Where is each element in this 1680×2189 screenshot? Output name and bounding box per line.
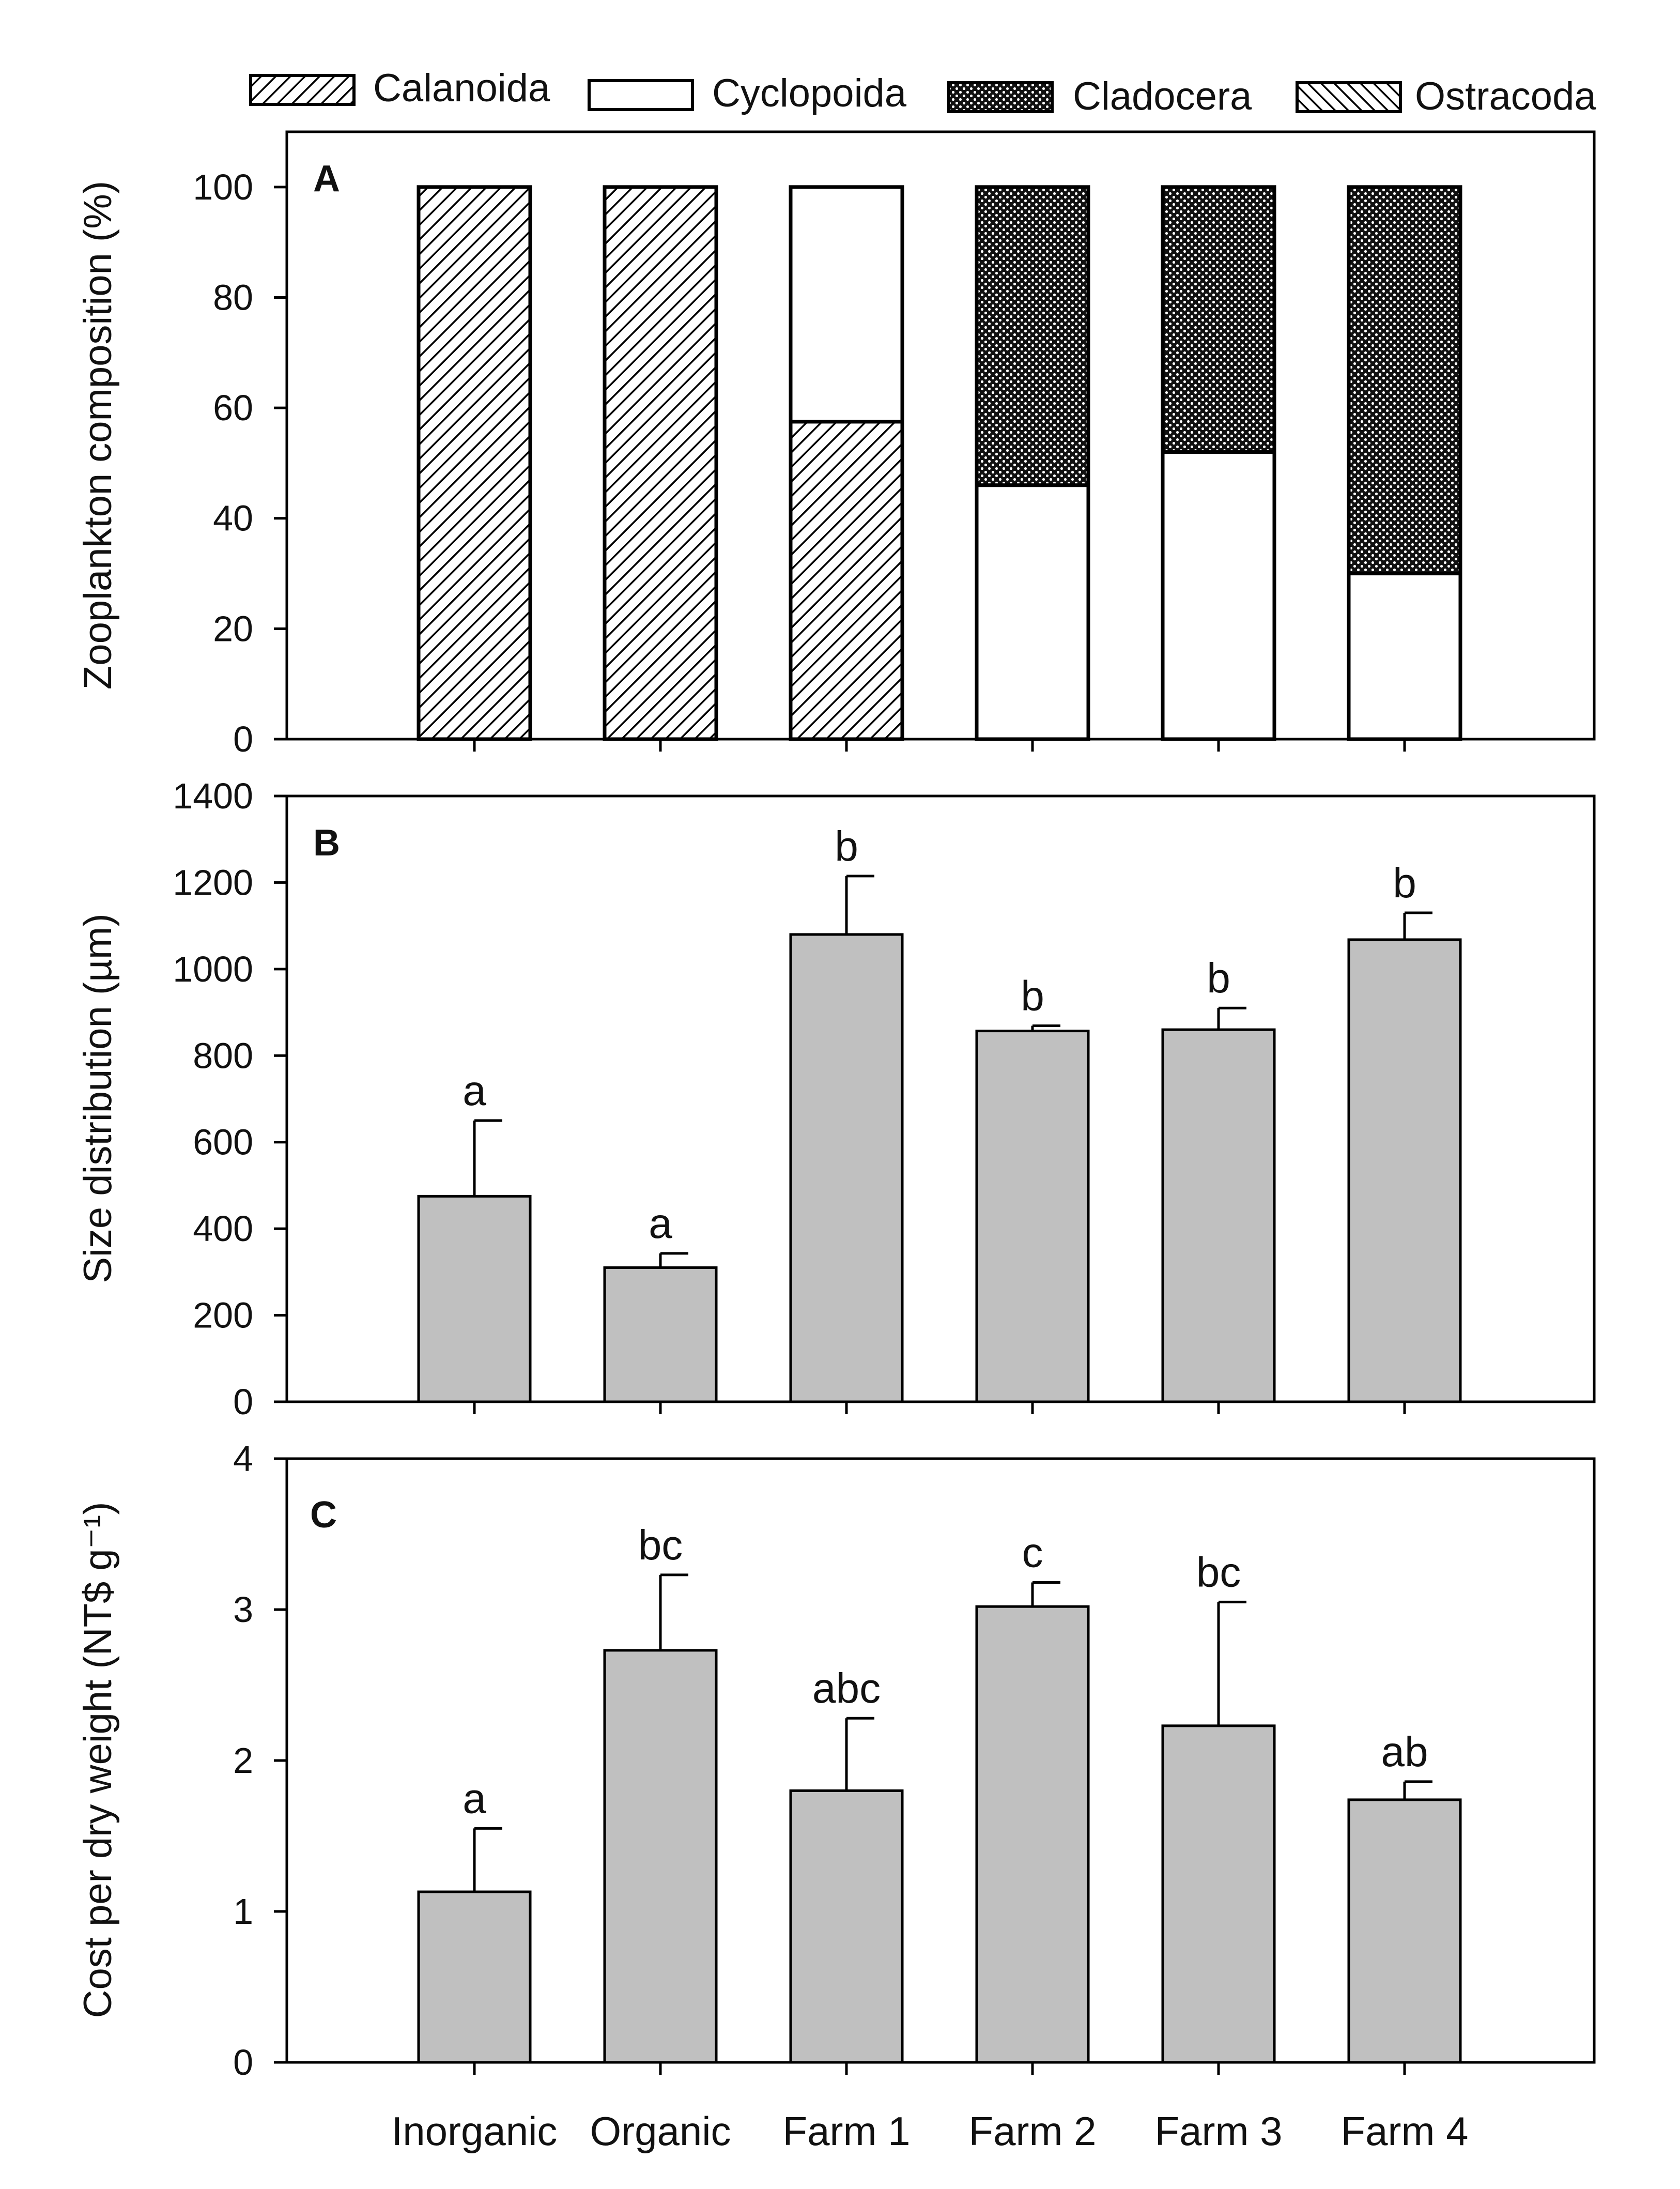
panel-a-ytick-label: 20 <box>213 608 253 649</box>
category-label-farm-1: Farm 1 <box>782 2108 910 2154</box>
legend: Calanoida Cyclopoida Cladocera Ostracoda <box>249 66 1596 118</box>
panel-a-ytick-label: 40 <box>213 498 253 539</box>
panel-b-bars: a a b b b b <box>417 823 1462 1403</box>
panel-b-ylabel: Size distribution (µm) <box>76 913 120 1283</box>
category-label-organic: Organic <box>590 2108 731 2154</box>
panel-b-ytick-label: 1400 <box>173 776 253 816</box>
bar-farm-1 <box>789 1789 904 2064</box>
sig-label-farm-1: b <box>835 823 858 870</box>
panel-c-ytick-label: 2 <box>233 1740 253 1781</box>
panel-a-ytick-label: 0 <box>233 719 253 759</box>
sig-label-farm-2: c <box>1022 1529 1043 1576</box>
panel-a-ytick-label: 100 <box>193 167 253 207</box>
bar-farm-4 <box>1347 1798 1462 2064</box>
panel-b: B Size distribution (µm) 0 200 400 600 800 10… <box>76 776 1596 1422</box>
bar-calanoida-organic <box>603 185 718 741</box>
category-labels: Inorganic Organic Farm 1 Farm 2 Farm 3 Farm 4 <box>392 2108 1469 2154</box>
legend-swatch-cladocera <box>947 81 1054 113</box>
bar-farm-2 <box>975 1030 1090 1403</box>
legend-swatch-ostracoda <box>1296 81 1402 113</box>
bar-farm-3 <box>1161 1724 1276 2064</box>
legend-label-cladocera: Cladocera <box>1073 74 1252 118</box>
legend-item-cyclopoida: Cyclopoida <box>588 71 907 115</box>
panel-c-ytick-label: 4 <box>233 1438 253 1479</box>
panel-a-ytick-label: 80 <box>213 277 253 317</box>
panel-a-bars <box>417 185 1462 741</box>
bar-farm-4 <box>1347 938 1462 1403</box>
bar-organic <box>603 1266 718 1403</box>
sig-label-inorganic: a <box>463 1775 486 1822</box>
legend-label-calanoida: Calanoida <box>373 66 550 110</box>
legend-item-ostracoda: Ostracoda <box>1296 74 1596 118</box>
panel-c-x-ticks <box>473 2062 1406 2075</box>
panel-a-ylabel: Zooplankton composition (%) <box>76 181 120 690</box>
bar-inorganic <box>417 1890 532 2064</box>
category-label-farm-2: Farm 2 <box>968 2108 1096 2154</box>
sig-label-farm-2: b <box>1021 973 1044 1020</box>
bar-cladocera-farm-3 <box>1161 185 1276 454</box>
sig-label-farm-3: bc <box>1196 1549 1241 1596</box>
bar-calanoida-farm-1 <box>789 420 904 741</box>
panel-c-ytick-label: 1 <box>233 1891 253 1932</box>
bar-cyclopoida-farm-1 <box>789 185 904 424</box>
panel-b-ytick-label: 0 <box>233 1382 253 1422</box>
bar-cyclopoida-farm-4 <box>1347 572 1462 741</box>
bar-farm-1 <box>789 933 904 1403</box>
panel-a-y-ticks: 0 20 40 60 80 100 <box>193 167 287 759</box>
panel-b-x-ticks <box>473 1402 1406 1414</box>
sig-label-organic: bc <box>638 1522 683 1569</box>
panel-a-frame <box>285 130 1596 741</box>
bar-cyclopoida-farm-2 <box>975 483 1090 741</box>
category-label-farm-3: Farm 3 <box>1154 2108 1282 2154</box>
legend-swatch-cyclopoida <box>588 79 694 111</box>
panel-a: A Zooplankton composition (%) 0 20 40 60 80 1… <box>76 130 1596 759</box>
panel-b-ytick-label: 400 <box>193 1208 253 1249</box>
panel-c-ytick-label: 3 <box>233 1589 253 1630</box>
legend-label-cyclopoida: Cyclopoida <box>712 71 907 115</box>
panel-b-ytick-label: 1000 <box>173 949 253 989</box>
sig-label-inorganic: a <box>463 1067 486 1114</box>
category-label-inorganic: Inorganic <box>392 2108 558 2154</box>
bar-cladocera-farm-4 <box>1347 185 1462 576</box>
panel-a-letter: A <box>313 158 340 200</box>
legend-swatch-calanoida <box>249 74 356 106</box>
bar-calanoida-inorganic <box>417 185 532 741</box>
legend-label-ostracoda: Ostracoda <box>1415 74 1596 118</box>
category-label-farm-4: Farm 4 <box>1340 2108 1468 2154</box>
panel-b-ytick-label: 600 <box>193 1122 253 1162</box>
bar-inorganic <box>417 1195 532 1403</box>
panel-a-x-ticks <box>473 739 1406 752</box>
sig-label-farm-3: b <box>1207 955 1230 1002</box>
sig-label-farm-4: ab <box>1381 1728 1428 1775</box>
bar-farm-3 <box>1161 1028 1276 1403</box>
sig-label-organic: a <box>649 1200 672 1247</box>
panel-b-ytick-label: 1200 <box>173 862 253 902</box>
panel-b-frame <box>285 794 1596 1403</box>
panel-a-ytick-label: 60 <box>213 388 253 428</box>
bar-cladocera-farm-2 <box>975 185 1090 487</box>
bar-organic <box>603 1649 718 2064</box>
panel-c-ytick-label: 0 <box>233 2042 253 2083</box>
bar-farm-2 <box>975 1605 1090 2064</box>
panel-b-ytick-label: 200 <box>193 1295 253 1336</box>
sig-label-farm-1: abc <box>812 1665 881 1712</box>
legend-item-calanoida: Calanoida <box>249 66 550 110</box>
bar-cyclopoida-farm-3 <box>1161 450 1276 741</box>
sig-label-farm-4: b <box>1393 860 1416 907</box>
panel-b-y-ticks: 0 200 400 600 800 1000 1200 1400 <box>173 776 287 1422</box>
panel-c-ylabel: Cost per dry weight (NT$ g⁻¹) <box>76 1502 120 2018</box>
panel-c-letter: C <box>310 1494 337 1536</box>
panel-b-letter: B <box>313 822 340 864</box>
panel-c-y-ticks: 0 1 2 3 4 <box>233 1438 287 2083</box>
panel-b-ytick-label: 800 <box>193 1035 253 1076</box>
legend-item-cladocera: Cladocera <box>947 74 1252 118</box>
